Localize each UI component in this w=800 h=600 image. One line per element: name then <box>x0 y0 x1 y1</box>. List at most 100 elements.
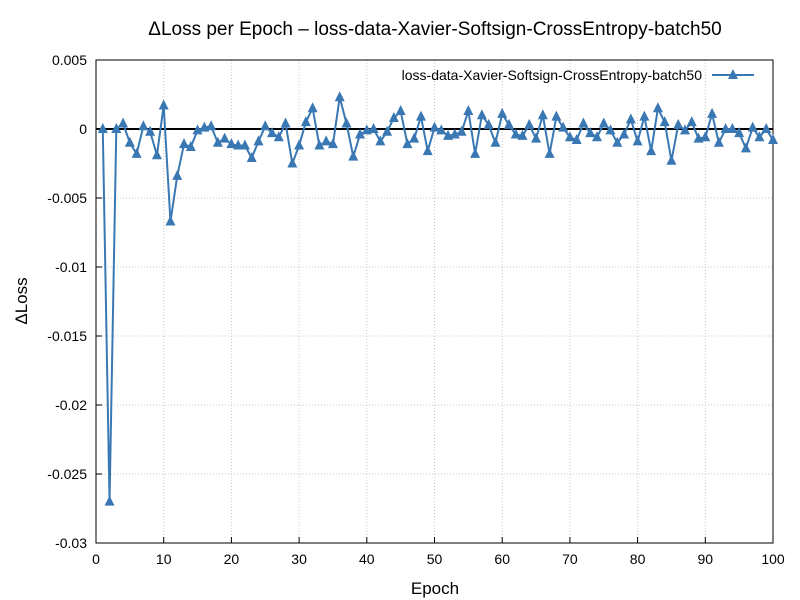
data-point <box>172 169 183 180</box>
data-point <box>253 135 264 146</box>
x-axis: 0 10 20 30 40 50 60 70 80 90 100 <box>92 537 785 567</box>
legend-marker-swatch <box>728 69 738 79</box>
data-point <box>273 131 284 142</box>
data-point <box>537 109 548 120</box>
y-axis: -0.03 -0.025 -0.02 -0.015 -0.01 -0.005 0 0.005 <box>47 52 102 551</box>
data-point <box>402 138 413 149</box>
x-tick-label: 50 <box>427 551 443 567</box>
data-point <box>456 125 467 136</box>
data-point <box>666 154 677 165</box>
data-point <box>327 138 338 149</box>
x-tick-label: 10 <box>156 551 172 567</box>
x-tick-label: 100 <box>761 551 785 567</box>
data-point <box>646 145 657 156</box>
data-point <box>571 134 582 145</box>
data-point <box>713 136 724 147</box>
y-tick-label: -0.015 <box>47 328 87 344</box>
data-point <box>747 121 758 132</box>
data-point <box>619 128 630 139</box>
data-point <box>138 120 149 131</box>
data-point <box>97 123 108 133</box>
data-point <box>382 125 393 136</box>
x-tick-label: 90 <box>698 551 714 567</box>
y-tick-label: 0.005 <box>52 52 87 68</box>
data-point <box>754 131 765 142</box>
data-point <box>422 145 433 156</box>
data-point <box>165 215 176 226</box>
x-tick-label: 70 <box>562 551 578 567</box>
data-point <box>111 123 122 133</box>
y-tick-label: -0.03 <box>55 535 87 551</box>
data-point <box>503 118 514 129</box>
data-point <box>740 142 751 153</box>
data-point <box>652 102 663 113</box>
data-point <box>368 123 379 133</box>
y-tick-label: -0.005 <box>47 190 87 206</box>
data-point <box>510 128 521 139</box>
data-point <box>179 138 190 149</box>
data-point <box>578 117 589 128</box>
data-point <box>280 117 291 128</box>
data-point <box>558 121 569 132</box>
data-point <box>673 118 684 129</box>
data-point <box>104 495 115 506</box>
legend: loss-data-Xavier-Softsign-CrossEntropy-b… <box>402 67 754 83</box>
data-point <box>700 131 711 142</box>
data-point <box>524 118 535 129</box>
data-point <box>564 131 575 142</box>
data-point <box>158 99 169 110</box>
data-point <box>436 124 447 135</box>
data-point <box>632 135 643 146</box>
data-point <box>551 110 562 121</box>
data-point <box>463 105 474 116</box>
data-point <box>307 102 318 113</box>
data-point <box>598 117 609 128</box>
data-point <box>355 128 366 139</box>
data-point <box>388 111 399 122</box>
data-point <box>679 124 690 135</box>
y-axis-title: ΔLoss <box>12 277 31 324</box>
data-point <box>720 123 731 133</box>
y-tick-label: -0.02 <box>55 397 87 413</box>
data-point <box>686 116 697 127</box>
data-point <box>294 139 305 150</box>
data-point <box>206 120 217 131</box>
data-point <box>124 136 135 147</box>
data-point <box>544 147 555 158</box>
data-point <box>497 107 508 118</box>
data-point <box>348 150 359 161</box>
data-point <box>415 110 426 121</box>
x-axis-title: Epoch <box>411 579 459 598</box>
data-point <box>239 139 250 150</box>
chart-title: ΔLoss per Epoch – loss-data-Xavier-Softs… <box>148 19 721 40</box>
x-tick-label: 30 <box>291 551 307 567</box>
data-point <box>490 136 501 147</box>
data-point <box>734 127 745 138</box>
y-tick-label: -0.025 <box>47 466 87 482</box>
x-tick-label: 20 <box>224 551 240 567</box>
data-point <box>321 135 332 146</box>
data-point <box>768 134 778 145</box>
data-point <box>470 147 481 158</box>
series-group <box>97 91 778 506</box>
data-point <box>192 124 203 135</box>
data-point <box>314 139 325 150</box>
x-tick-label: 40 <box>359 551 375 567</box>
data-point <box>334 91 345 102</box>
data-point <box>707 107 718 118</box>
x-tick-label: 0 <box>92 551 100 567</box>
data-point <box>300 116 311 127</box>
data-point <box>145 125 156 136</box>
x-tick-label: 60 <box>494 551 510 567</box>
y-tick-label: -0.01 <box>55 259 87 275</box>
data-point <box>212 136 223 147</box>
data-point <box>605 124 616 135</box>
data-point <box>625 113 636 124</box>
x-tick-label: 80 <box>630 551 646 567</box>
legend-label: loss-data-Xavier-Softsign-CrossEntropy-b… <box>402 67 703 83</box>
data-point <box>246 151 257 162</box>
data-point <box>131 147 142 158</box>
data-point <box>118 117 129 128</box>
data-point <box>226 138 237 149</box>
